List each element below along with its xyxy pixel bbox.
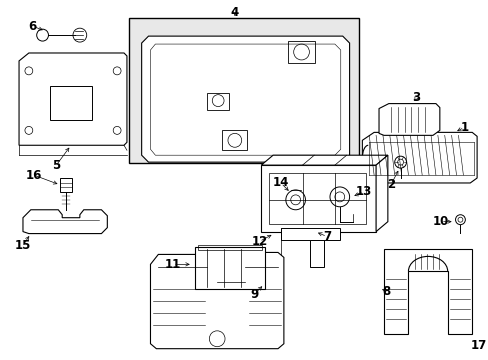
Bar <box>194 247 264 289</box>
Text: 2: 2 <box>386 179 394 192</box>
Bar <box>310 239 324 267</box>
Bar <box>281 228 339 239</box>
Bar <box>50 86 91 121</box>
Text: 17: 17 <box>470 339 486 352</box>
Bar <box>222 130 246 150</box>
Bar <box>207 93 228 109</box>
Bar <box>129 18 359 163</box>
Text: 14: 14 <box>272 176 288 189</box>
Text: 15: 15 <box>15 239 31 252</box>
Text: 8: 8 <box>381 285 389 298</box>
Polygon shape <box>375 155 387 231</box>
Bar <box>197 246 262 251</box>
Text: 4: 4 <box>230 6 239 19</box>
Text: 9: 9 <box>250 288 258 301</box>
Bar <box>268 173 366 224</box>
Bar <box>60 178 72 192</box>
Text: 1: 1 <box>459 121 468 134</box>
Text: 7: 7 <box>322 230 330 243</box>
Text: 13: 13 <box>355 185 372 198</box>
Polygon shape <box>150 252 284 349</box>
Text: 3: 3 <box>411 91 420 104</box>
Polygon shape <box>23 210 107 234</box>
Text: 12: 12 <box>251 235 267 248</box>
Text: 16: 16 <box>25 168 42 181</box>
Polygon shape <box>19 53 127 145</box>
Bar <box>287 41 315 63</box>
Text: 11: 11 <box>164 258 181 271</box>
Polygon shape <box>261 155 387 165</box>
Polygon shape <box>142 36 349 162</box>
Polygon shape <box>362 132 476 183</box>
Polygon shape <box>378 104 439 135</box>
Polygon shape <box>383 249 471 334</box>
Text: 5: 5 <box>52 159 61 172</box>
Text: 6: 6 <box>29 20 37 33</box>
Text: 10: 10 <box>432 215 448 228</box>
Bar <box>261 165 375 231</box>
